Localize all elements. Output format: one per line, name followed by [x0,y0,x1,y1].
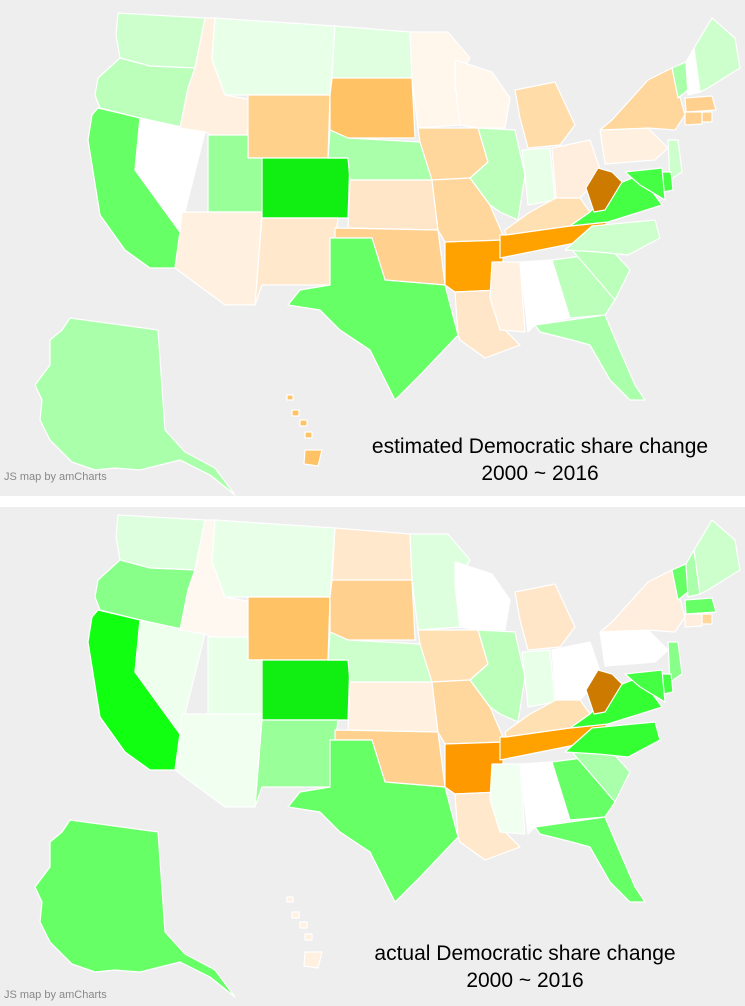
state-ct[interactable] [684,613,703,628]
state-hi[interactable] [303,951,323,969]
state-mi[interactable] [514,81,576,149]
state-nj[interactable] [667,641,683,683]
state-md[interactable] [624,669,666,703]
state-mi[interactable] [514,583,576,651]
state-az[interactable] [174,211,263,306]
state-wa[interactable] [115,12,206,69]
state-hi[interactable] [303,449,323,467]
state-hi-island[interactable] [304,933,313,941]
state-sd[interactable] [329,579,416,641]
state-mt[interactable] [211,17,336,96]
state-fl[interactable] [534,314,646,401]
state-wv[interactable] [585,669,623,715]
state-ks[interactable] [347,179,439,231]
estimated-map-panel: estimated Democratic share change 2000 ~… [0,0,745,496]
state-me[interactable] [693,17,741,93]
state-ct[interactable] [684,111,703,126]
actual-caption-title: actual Democratic share change [374,942,676,965]
state-ma[interactable] [684,95,717,113]
estimated-map-caption: estimated Democratic share change 2000 ~… [340,433,740,487]
state-co[interactable] [261,659,351,721]
state-md[interactable] [624,167,666,201]
state-nj[interactable] [667,139,683,181]
state-hi-island[interactable] [304,431,313,439]
state-ms[interactable] [489,261,526,333]
state-me[interactable] [693,519,741,595]
state-nd[interactable] [331,527,413,581]
state-hi-island[interactable] [291,911,300,919]
actual-us-map [34,514,741,998]
state-nm[interactable] [254,719,339,808]
state-il[interactable] [469,629,526,723]
state-wa[interactable] [115,514,206,571]
state-ny[interactable] [599,569,686,633]
state-nd[interactable] [331,25,413,79]
state-co[interactable] [261,157,351,219]
estimated-us-map [34,12,741,496]
actual-map-panel: actual Democratic share change 2000 ~ 20… [0,507,745,1006]
state-sd[interactable] [329,77,416,139]
state-wv[interactable] [585,167,623,213]
actual-map-caption: actual Democratic share change 2000 ~ 20… [325,940,725,994]
state-ms[interactable] [489,763,526,835]
state-pa[interactable] [599,127,669,165]
estimated-caption-years: 2000 ~ 2016 [481,462,599,485]
amcharts-credit-link[interactable]: JS map by amCharts [4,471,107,483]
state-ri[interactable] [701,111,713,123]
state-in[interactable] [521,147,556,206]
state-il[interactable] [469,127,526,221]
state-hi-island[interactable] [286,896,294,903]
state-hi-island[interactable] [291,409,300,417]
state-tx[interactable] [287,739,459,903]
state-ks[interactable] [347,681,439,733]
state-wy[interactable] [247,94,331,159]
state-pa[interactable] [599,629,669,667]
state-wi[interactable] [454,561,511,631]
amcharts-credit-link[interactable]: JS map by amCharts [4,989,107,1001]
state-ak[interactable] [34,819,236,998]
state-wi[interactable] [454,59,511,129]
state-nm[interactable] [254,217,339,306]
state-tx[interactable] [287,237,459,401]
state-hi-island[interactable] [299,921,308,929]
state-az[interactable] [174,713,263,808]
state-ri[interactable] [701,613,713,625]
state-ma[interactable] [684,597,717,615]
state-ak[interactable] [34,317,236,496]
state-nc[interactable] [564,219,661,256]
state-hi-island[interactable] [286,394,294,401]
state-mt[interactable] [211,519,336,598]
state-wy[interactable] [247,596,331,661]
actual-caption-years: 2000 ~ 2016 [466,969,584,992]
state-fl[interactable] [534,816,646,903]
state-ny[interactable] [599,67,686,131]
state-in[interactable] [521,649,556,708]
state-hi-island[interactable] [299,419,308,427]
state-nc[interactable] [564,721,661,758]
estimated-caption-title: estimated Democratic share change [371,435,709,458]
